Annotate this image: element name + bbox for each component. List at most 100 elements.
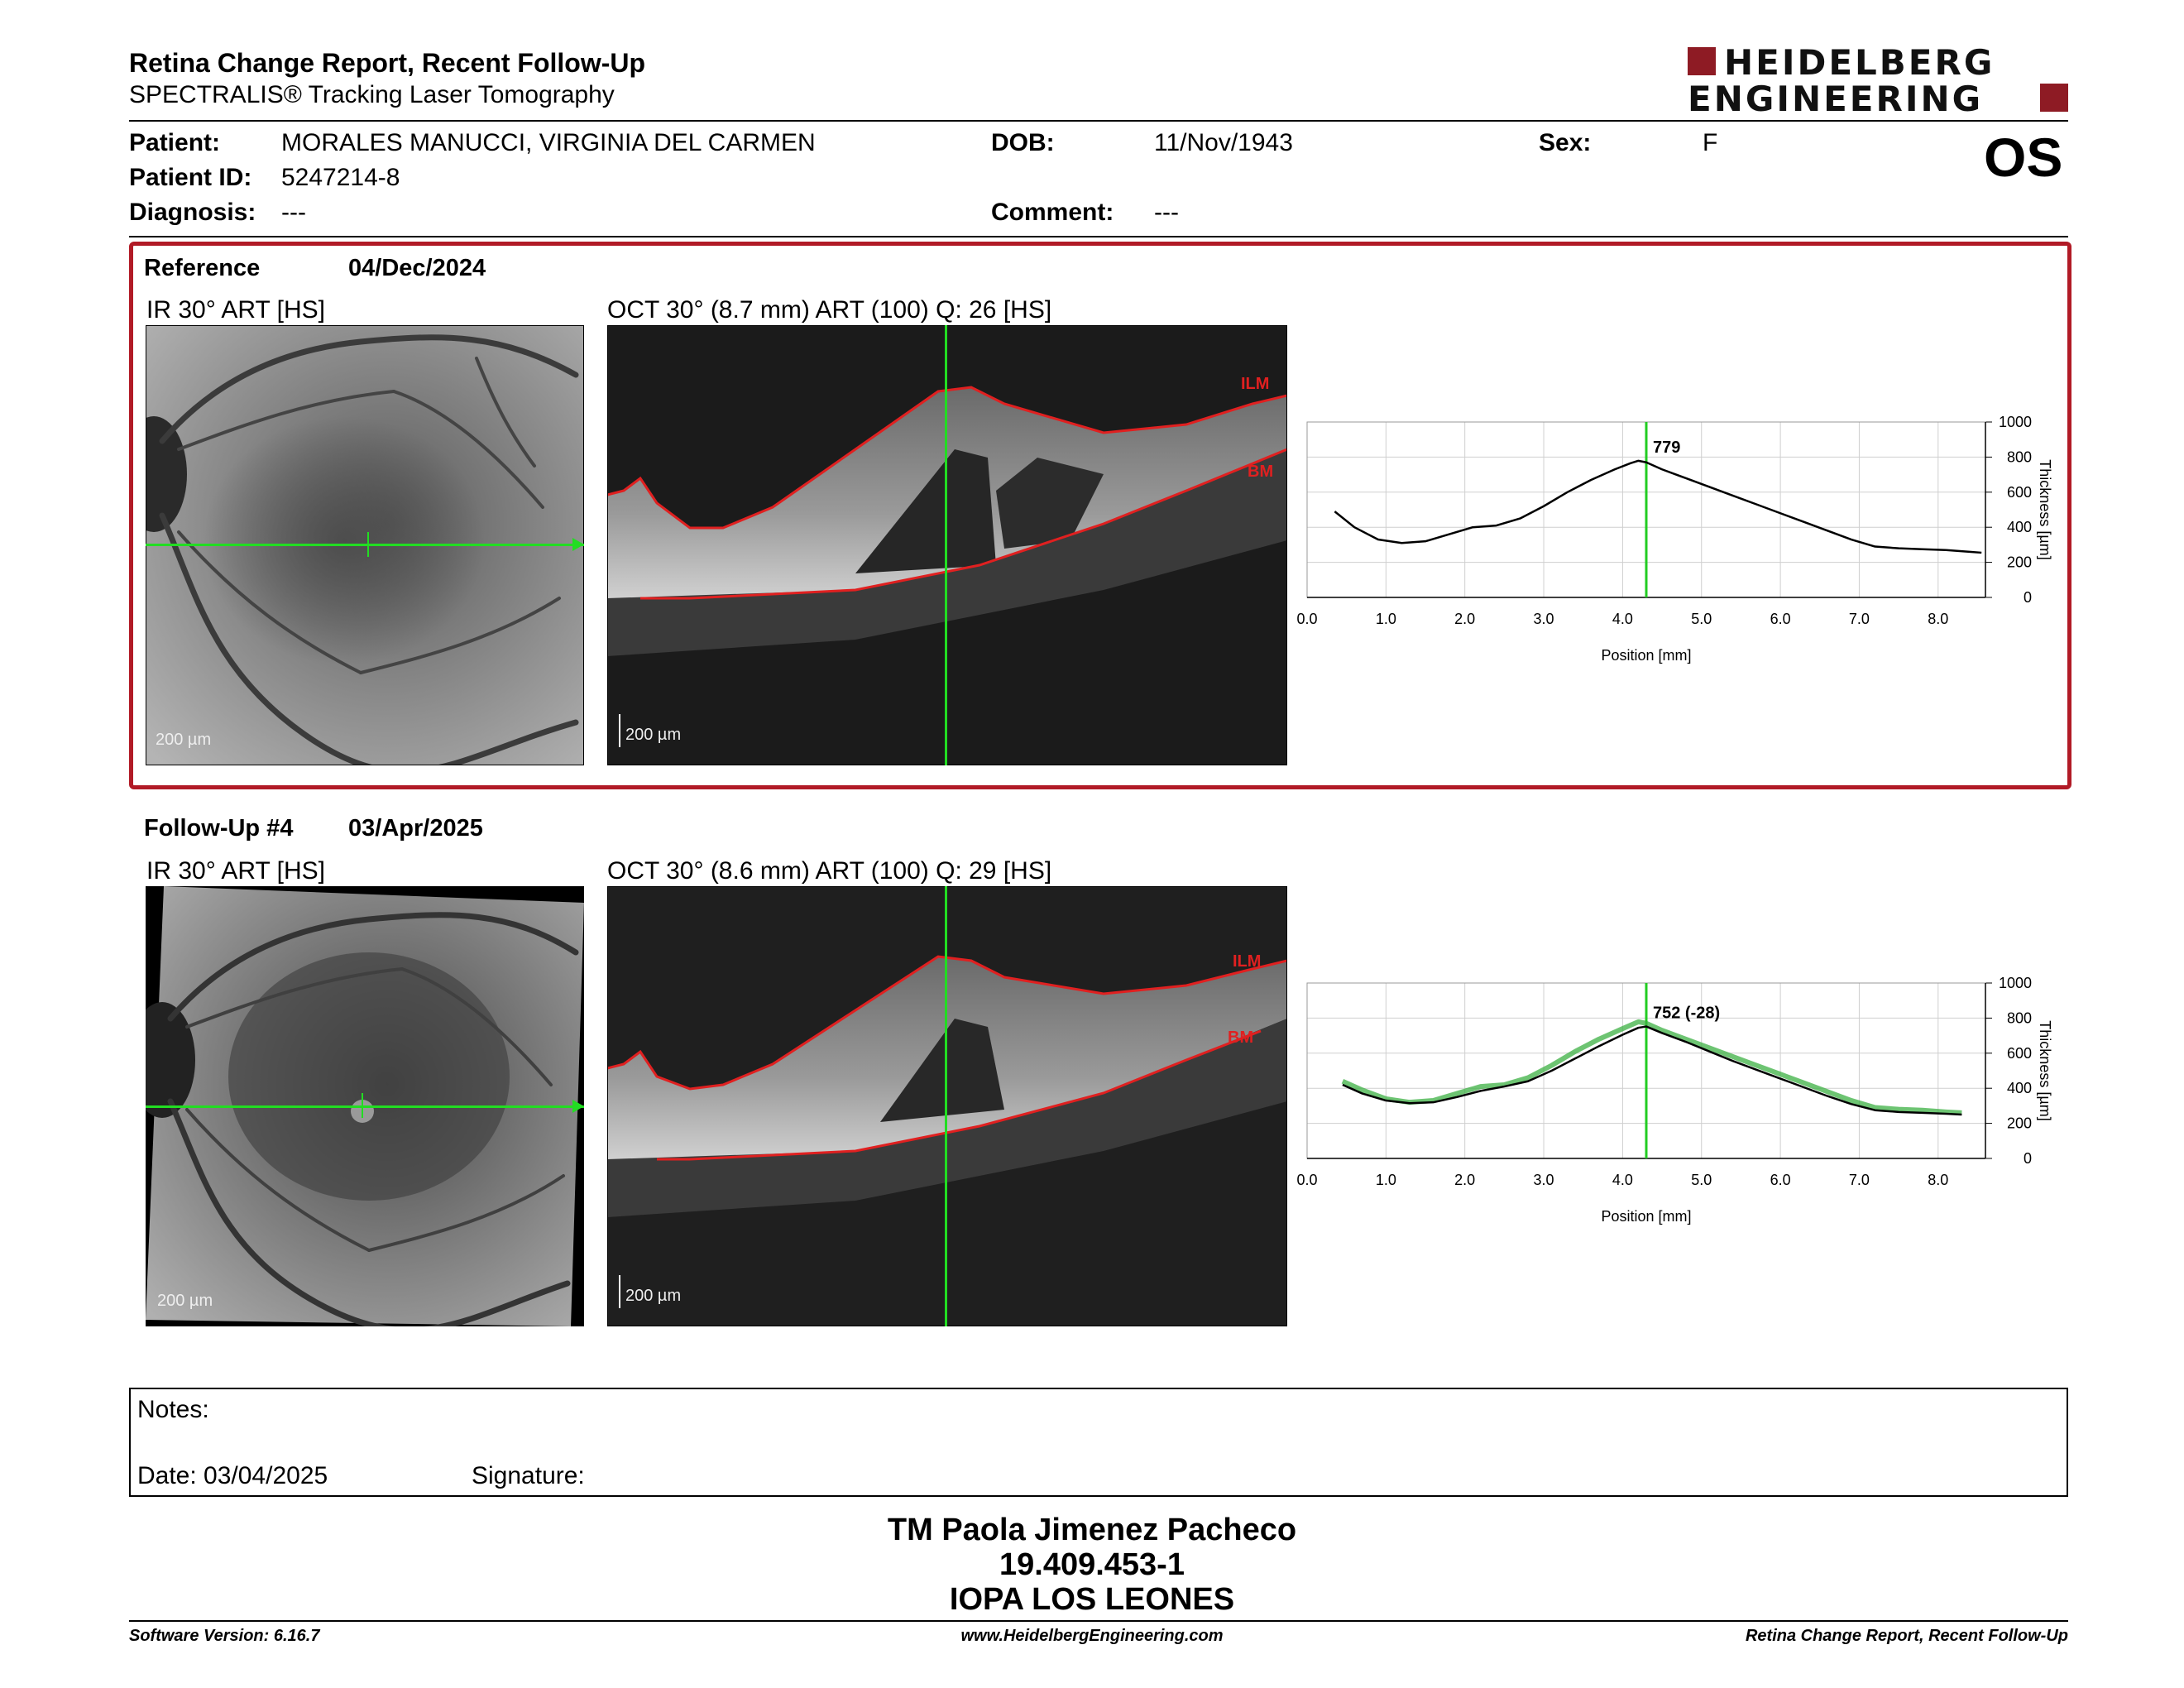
y-tick-label: 200 — [2007, 1115, 2032, 1132]
y-tick-label: 200 — [2007, 554, 2032, 571]
followup-ir-image: 200 µm — [146, 886, 584, 1326]
y-axis-label: Thickness [µm] — [2037, 1020, 2053, 1120]
x-tick-label: 8.0 — [1928, 611, 1948, 627]
y-tick-label: 1000 — [1999, 414, 2032, 430]
signer-id: 19.409.453-1 — [999, 1547, 1185, 1582]
sex-label: Sex: — [1539, 129, 1592, 156]
oct-cursor-line — [945, 886, 947, 1326]
logo-block-top — [1688, 47, 1716, 75]
y-tick-label: 600 — [2007, 484, 2032, 501]
x-tick-label: 0.0 — [1296, 1172, 1317, 1188]
thickness-series-1 — [1342, 1025, 1962, 1116]
ir-cursor-tick — [367, 532, 369, 557]
oct-scale-text: 200 µm — [625, 726, 682, 744]
logo-line-2: ENGINEERING — [1688, 79, 1984, 119]
x-tick-label: 7.0 — [1849, 1172, 1870, 1188]
x-axis-label: Position [mm] — [1601, 1208, 1691, 1225]
oct-scale-bar — [619, 1275, 620, 1308]
notes-box[interactable]: Notes: Date: 03/04/2025 Signature: — [129, 1388, 2068, 1497]
oct-scale-text: 200 µm — [625, 1287, 682, 1305]
thickness-series-0 — [1334, 459, 1982, 554]
patient-label: Patient: — [129, 129, 221, 156]
website-link[interactable]: www.HeidelbergEngineering.com — [960, 1627, 1224, 1645]
x-tick-label: 1.0 — [1376, 1172, 1396, 1188]
y-tick-label: 800 — [2007, 1009, 2032, 1026]
x-tick-label: 6.0 — [1770, 611, 1791, 627]
y-tick-label: 1000 — [1999, 975, 2032, 991]
x-tick-label: 8.0 — [1928, 1172, 1948, 1188]
reference-thickness-chart: 0.0 1.0 2.0 3.0 4.0 5.0 6.0 7.0 8.0 0 200 400 600 800… — [1296, 414, 2053, 664]
ir-cursor-tick — [362, 1093, 363, 1118]
reference-frame — [129, 242, 2071, 789]
followup-ir-caption: IR 30° ART [HS] — [146, 857, 325, 885]
y-tick-label: 400 — [2007, 519, 2032, 535]
x-tick-label: 0.0 — [1296, 611, 1317, 627]
patient-rule — [129, 236, 2068, 237]
signer-name: TM Paola Jimenez Pacheco — [887, 1513, 1297, 1547]
y-tick-label: 400 — [2007, 1080, 2032, 1096]
patient-id: 5247214-8 — [281, 164, 400, 191]
oct-scale-bar — [619, 714, 620, 747]
ir-scan-arrow — [572, 538, 584, 551]
y-tick-label: 0 — [2024, 1150, 2032, 1167]
footer-report-name: Retina Change Report, Recent Follow-Up — [1745, 1627, 2068, 1645]
peak-annotation: 752 (-28) — [1653, 1005, 1720, 1023]
bm-label: BM — [1228, 1029, 1254, 1047]
comment-value: --- — [1154, 199, 1179, 226]
logo-block-bottom — [2040, 84, 2068, 112]
y-tick-label: 600 — [2007, 1045, 2032, 1062]
dob-label: DOB: — [991, 129, 1055, 156]
reference-date: 04/Dec/2024 — [348, 255, 486, 281]
dob-value: 11/Nov/1943 — [1154, 129, 1293, 156]
oct-cursor-line — [945, 325, 947, 765]
x-tick-label: 6.0 — [1770, 1172, 1791, 1188]
reference-ir-image: 200 µm — [146, 325, 584, 765]
x-tick-label: 4.0 — [1612, 1172, 1633, 1188]
signer-institution: IOPA LOS LEONES — [949, 1582, 1235, 1617]
report-title: Retina Change Report, Recent Follow-Up — [129, 48, 646, 78]
x-tick-label: 3.0 — [1534, 1172, 1554, 1188]
notes-date: Date: 03/04/2025 — [137, 1462, 328, 1489]
software-version: Software Version: 6.16.7 — [129, 1627, 320, 1645]
notes-label: Notes: — [137, 1396, 209, 1423]
followup-label: Follow-Up #4 — [144, 815, 294, 842]
x-tick-label: 3.0 — [1534, 611, 1554, 627]
followup-date: 03/Apr/2025 — [348, 815, 483, 842]
x-tick-label: 5.0 — [1691, 611, 1712, 627]
y-axis-label: Thickness [µm] — [2037, 459, 2053, 559]
y-tick-label: 800 — [2007, 448, 2032, 465]
x-tick-label: 2.0 — [1454, 611, 1475, 627]
eye-indicator: OS — [1984, 127, 2063, 188]
followup-oct-image: ILM BM 200 µm — [607, 886, 1287, 1326]
patient-id-label: Patient ID: — [129, 164, 252, 191]
ir-scan-line — [146, 544, 584, 546]
reference-label: Reference — [144, 255, 261, 281]
sex-value: F — [1703, 129, 1718, 156]
patient-name: MORALES MANUCCI, VIRGINIA DEL CARMEN — [281, 129, 816, 156]
ilm-label: ILM — [1233, 952, 1262, 971]
peak-annotation: 779 — [1653, 439, 1680, 457]
heidelberg-logo: HEIDELBERG ENGINEERING — [1688, 46, 2068, 117]
ir-scan-arrow — [572, 1100, 584, 1113]
y-tick-label: 0 — [2024, 589, 2032, 606]
bm-label: BM — [1248, 463, 1274, 481]
header-rule — [129, 120, 2068, 122]
ir-scan-line — [146, 1105, 584, 1108]
diagnosis-label: Diagnosis: — [129, 199, 256, 226]
signature-label: Signature: — [472, 1462, 585, 1489]
x-tick-label: 4.0 — [1612, 611, 1633, 627]
x-axis-label: Position [mm] — [1601, 647, 1691, 664]
footer-rule — [129, 1620, 2068, 1622]
x-tick-label: 2.0 — [1454, 1172, 1475, 1188]
reference-oct-image: ILM BM 200 µm — [607, 325, 1287, 765]
ilm-label: ILM — [1241, 375, 1270, 393]
comment-label: Comment: — [991, 199, 1114, 226]
x-tick-label: 1.0 — [1376, 611, 1396, 627]
x-tick-label: 7.0 — [1849, 611, 1870, 627]
logo-line-1: HEIDELBERG — [1724, 42, 1995, 83]
x-tick-label: 5.0 — [1691, 1172, 1712, 1188]
report-subtitle: SPECTRALIS® Tracking Laser Tomography — [129, 81, 615, 108]
thickness-series-0 — [1341, 1019, 1962, 1115]
ir-scale-bar: 200 µm — [157, 1292, 213, 1310]
ir-scale-bar: 200 µm — [156, 731, 212, 749]
